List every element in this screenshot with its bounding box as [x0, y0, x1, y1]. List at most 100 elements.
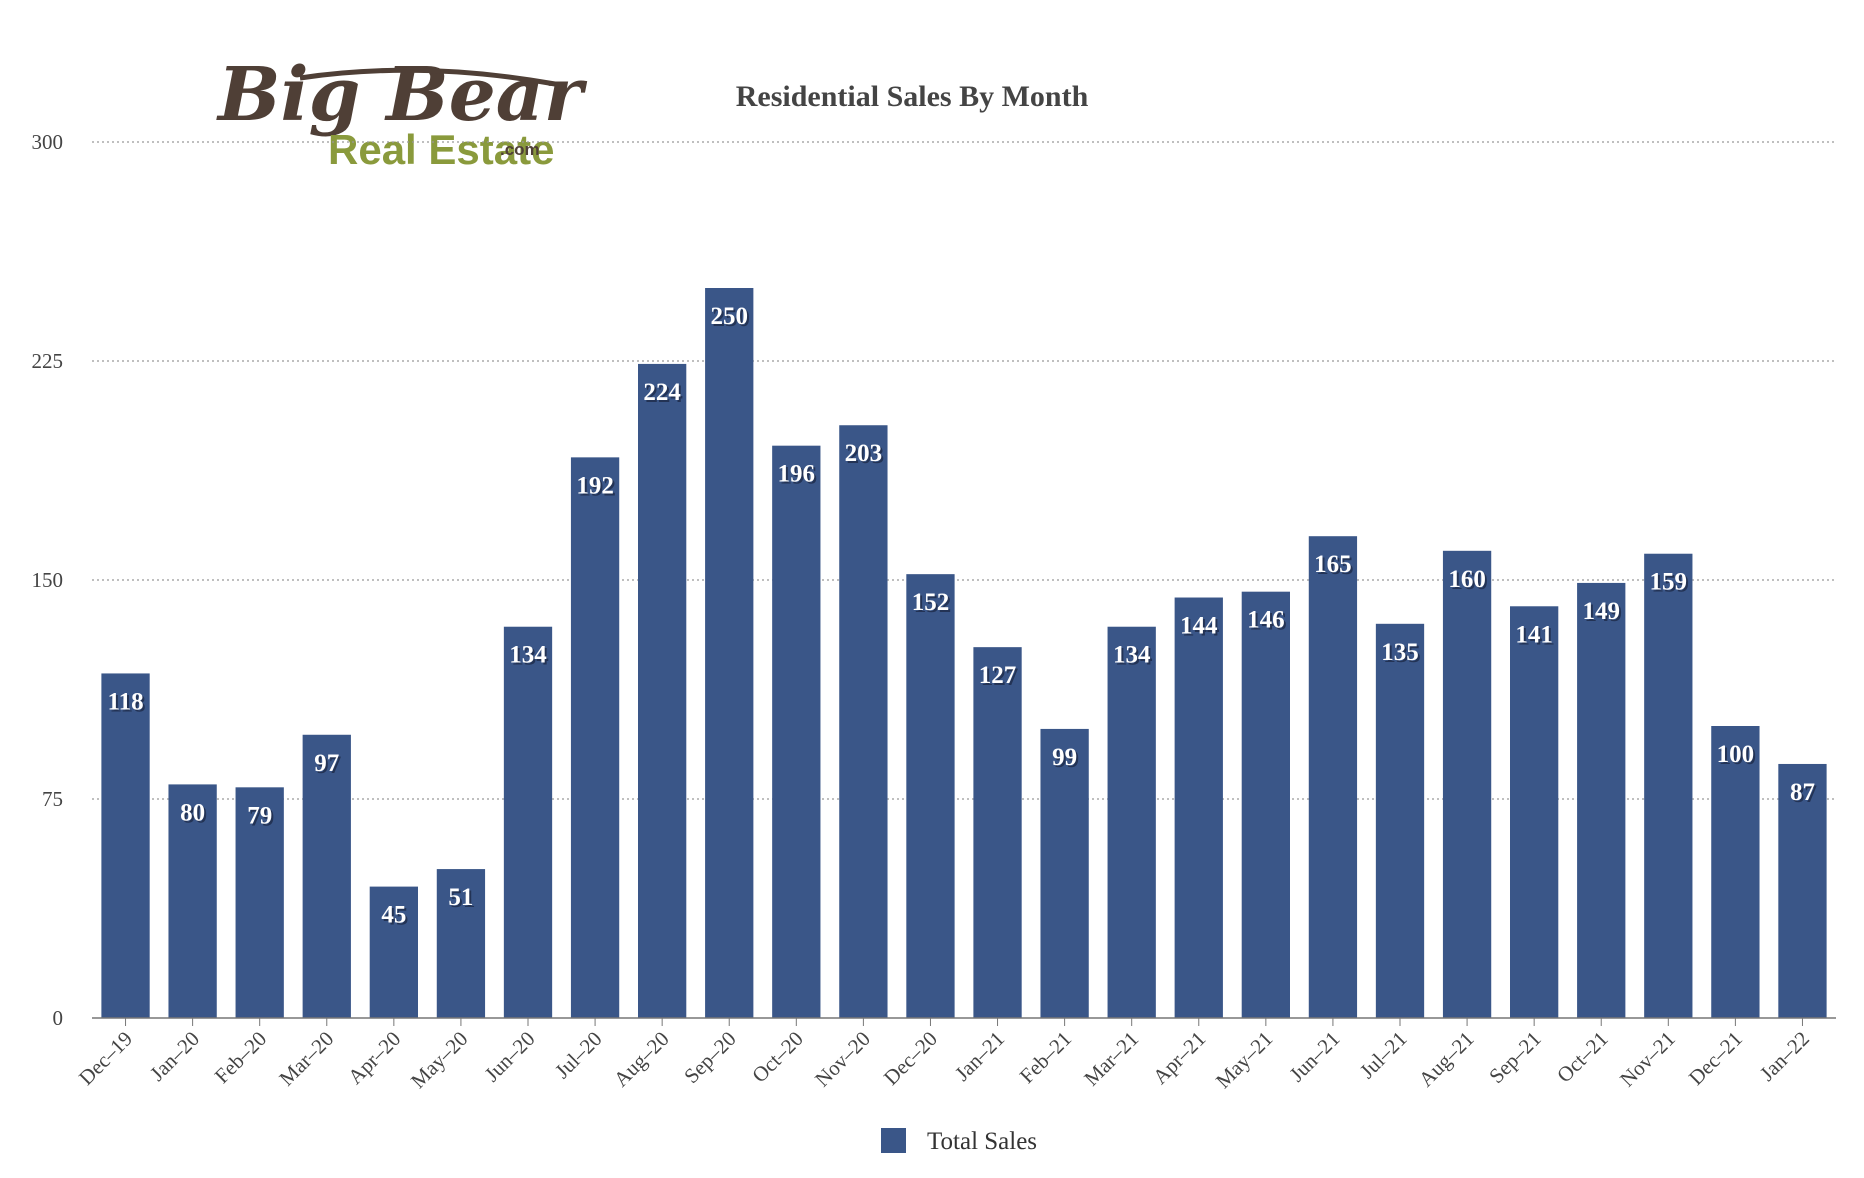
bar [1040, 728, 1089, 1018]
data-label: 51 [448, 884, 473, 911]
x-tick-label: Apr–20 [343, 1027, 405, 1089]
legend-swatch [881, 1128, 906, 1153]
data-label: 80 [180, 799, 205, 826]
bar [638, 363, 687, 1018]
legend: Total Sales [881, 1128, 1037, 1155]
bar [772, 445, 821, 1018]
data-label-shadow: 144 [1182, 615, 1220, 642]
data-label-shadow: 97 [316, 752, 341, 779]
bar [1174, 597, 1223, 1018]
logo-line1: Big Bear [216, 52, 588, 138]
x-tick-label: Mar–21 [1079, 1027, 1143, 1091]
bar [436, 869, 486, 1018]
bar [168, 784, 217, 1018]
x-tick-label: Apr–21 [1148, 1027, 1210, 1089]
data-label-shadow: 87 [1792, 781, 1817, 808]
data-label: 196 [778, 461, 816, 488]
data-label-shadow: 135 [1383, 641, 1421, 668]
bar [302, 734, 351, 1018]
bar [570, 457, 620, 1018]
y-tick-label: 225 [32, 349, 64, 373]
bar [1644, 553, 1693, 1018]
chart-title: Residential Sales By Month [736, 80, 1089, 113]
data-label: 192 [576, 472, 614, 499]
y-tick-label: 0 [53, 1006, 64, 1030]
data-label-shadow: 80 [182, 801, 207, 828]
x-tick-label: May–20 [406, 1027, 472, 1093]
data-label: 79 [247, 802, 272, 829]
data-label: 146 [1247, 607, 1285, 634]
data-label-shadow: 165 [1316, 553, 1354, 580]
data-label: 152 [912, 589, 950, 616]
bar [1241, 591, 1290, 1018]
data-label-shadow: 146 [1249, 609, 1287, 636]
data-label: 224 [643, 379, 681, 406]
x-tick-label: Dec–20 [879, 1027, 942, 1090]
x-tick-label: May–21 [1211, 1027, 1277, 1093]
bar [1442, 550, 1492, 1018]
bar [1308, 536, 1358, 1018]
data-label-shadow: 203 [847, 442, 885, 469]
x-tick-label: Dec–19 [74, 1027, 137, 1090]
data-label-shadow: 224 [645, 381, 683, 408]
data-label: 45 [381, 902, 406, 929]
data-label-shadow: 134 [511, 644, 549, 671]
x-tick-label: Aug–21 [1414, 1027, 1479, 1092]
x-tick-label: Oct–20 [747, 1027, 808, 1088]
x-tick-label: Jan–20 [145, 1027, 204, 1086]
x-tick-label: Nov–21 [1615, 1027, 1680, 1092]
x-tick-label: Aug–20 [609, 1027, 674, 1092]
data-label: 250 [710, 303, 748, 330]
x-tick-label: Jan–22 [1755, 1027, 1814, 1086]
data-label-shadow: 149 [1584, 600, 1622, 627]
x-tick-label: Jun–21 [1285, 1027, 1345, 1087]
data-label: 165 [1314, 551, 1352, 578]
x-tick-label: Sep–20 [679, 1027, 741, 1089]
y-axis-ticks: 0 75 150 225 300 [32, 130, 64, 1030]
bar [503, 626, 553, 1018]
data-label-shadow: 100 [1719, 743, 1757, 770]
data-label-shadow: 192 [578, 474, 616, 501]
bar [235, 787, 284, 1018]
data-label-shadow: 160 [1450, 568, 1488, 595]
bar [1711, 726, 1760, 1018]
x-tick-label: Jun–20 [480, 1027, 540, 1087]
brand-logo: Big Bear Real Estate .com [216, 52, 588, 173]
data-label: 144 [1180, 613, 1218, 640]
data-label: 127 [979, 662, 1017, 689]
data-label: 159 [1650, 569, 1688, 596]
data-label-shadow: 134 [1115, 644, 1153, 671]
bar [1375, 623, 1425, 1018]
data-label-shadow: 159 [1652, 571, 1690, 598]
x-axis-ticks: Dec–19 Jan–20 Feb–20 Mar–20 Apr–20 May–20 Jun–… [74, 1018, 1814, 1093]
legend-label: Total Sales [927, 1128, 1037, 1155]
x-tick-label: Mar–20 [274, 1027, 338, 1091]
bar [973, 647, 1022, 1018]
x-tick-label: Jan–21 [950, 1027, 1009, 1086]
x-tick-label: Jul–21 [1355, 1027, 1412, 1084]
data-label-shadow: 141 [1517, 623, 1555, 650]
bar [906, 574, 955, 1018]
data-label: 134 [509, 642, 547, 669]
x-tick-label: Feb–21 [1015, 1027, 1077, 1089]
bars [101, 288, 1827, 1018]
y-tick-label: 150 [32, 568, 64, 592]
y-tick-label: 75 [42, 787, 63, 811]
bar [1577, 582, 1626, 1018]
data-label-shadow: 118 [109, 690, 145, 717]
x-tick-label: Feb–20 [210, 1027, 272, 1089]
data-label: 118 [107, 688, 143, 715]
data-label-shadow: 45 [383, 904, 408, 931]
data-label-shadow: 152 [914, 591, 952, 618]
data-label-shadow: 51 [450, 886, 475, 913]
y-tick-label: 300 [32, 130, 64, 154]
data-label: 149 [1582, 598, 1620, 625]
data-label: 87 [1790, 779, 1815, 806]
bar [1510, 606, 1559, 1018]
bar [705, 288, 754, 1018]
x-tick-label: Sep–21 [1484, 1027, 1546, 1089]
logo-suffix: .com [500, 140, 540, 159]
data-label: 99 [1052, 744, 1077, 771]
gridlines [92, 141, 1836, 800]
